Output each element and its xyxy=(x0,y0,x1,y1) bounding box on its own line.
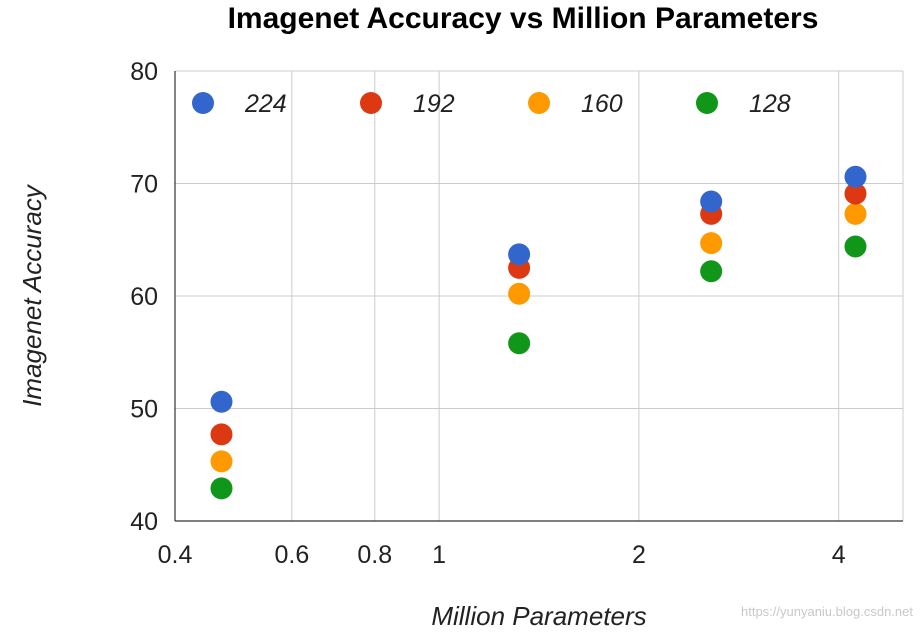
y-axis-label: Imagenet Accuracy xyxy=(17,183,47,407)
data-point-192 xyxy=(844,182,867,205)
x-tick-label: 0.8 xyxy=(357,541,392,569)
chart-title: Imagenet Accuracy vs Million Parameters xyxy=(228,2,819,35)
data-point-160 xyxy=(844,202,867,225)
y-tick-label: 50 xyxy=(130,396,158,424)
x-tick-label: 2 xyxy=(632,541,646,569)
y-tick-label: 80 xyxy=(130,58,158,86)
legend-marker-192 xyxy=(360,92,382,114)
x-tick-label: 1 xyxy=(432,541,446,569)
data-point-224 xyxy=(844,165,867,188)
legend-marker-160 xyxy=(528,92,550,114)
x-tick-label: 0.6 xyxy=(274,541,309,569)
legend-label-224: 224 xyxy=(244,90,287,118)
data-point-192 xyxy=(210,423,233,446)
legend-label-192: 192 xyxy=(413,90,455,118)
axes xyxy=(174,71,903,522)
watermark-text: https://yunyaniu.blog.csdn.net xyxy=(741,604,913,619)
y-tick-label: 70 xyxy=(130,171,158,199)
data-points xyxy=(210,165,867,500)
data-point-224 xyxy=(700,190,723,213)
tick-labels: 40 50 60 70 80 0.4 0.6 0.8 1 2 4 xyxy=(130,58,846,569)
data-point-160 xyxy=(508,282,531,305)
data-point-224 xyxy=(508,243,531,266)
data-point-128 xyxy=(210,477,233,500)
legend-marker-224 xyxy=(192,92,214,114)
data-point-224 xyxy=(210,390,233,413)
legend-label-160: 160 xyxy=(581,90,623,118)
legend: 224 192 160 128 xyxy=(192,90,791,118)
x-tick-label: 0.4 xyxy=(158,541,193,569)
legend-label-128: 128 xyxy=(749,90,791,118)
x-axis-label: Million Parameters xyxy=(431,601,646,631)
y-tick-label: 60 xyxy=(130,283,158,311)
data-point-160 xyxy=(210,450,233,473)
x-tick-label: 4 xyxy=(832,541,846,569)
legend-marker-128 xyxy=(696,92,718,114)
data-point-128 xyxy=(508,332,531,355)
y-tick-label: 40 xyxy=(130,508,158,536)
data-point-128 xyxy=(844,235,867,258)
data-point-160 xyxy=(700,232,723,255)
data-point-128 xyxy=(700,260,723,283)
grid-lines xyxy=(175,70,904,521)
